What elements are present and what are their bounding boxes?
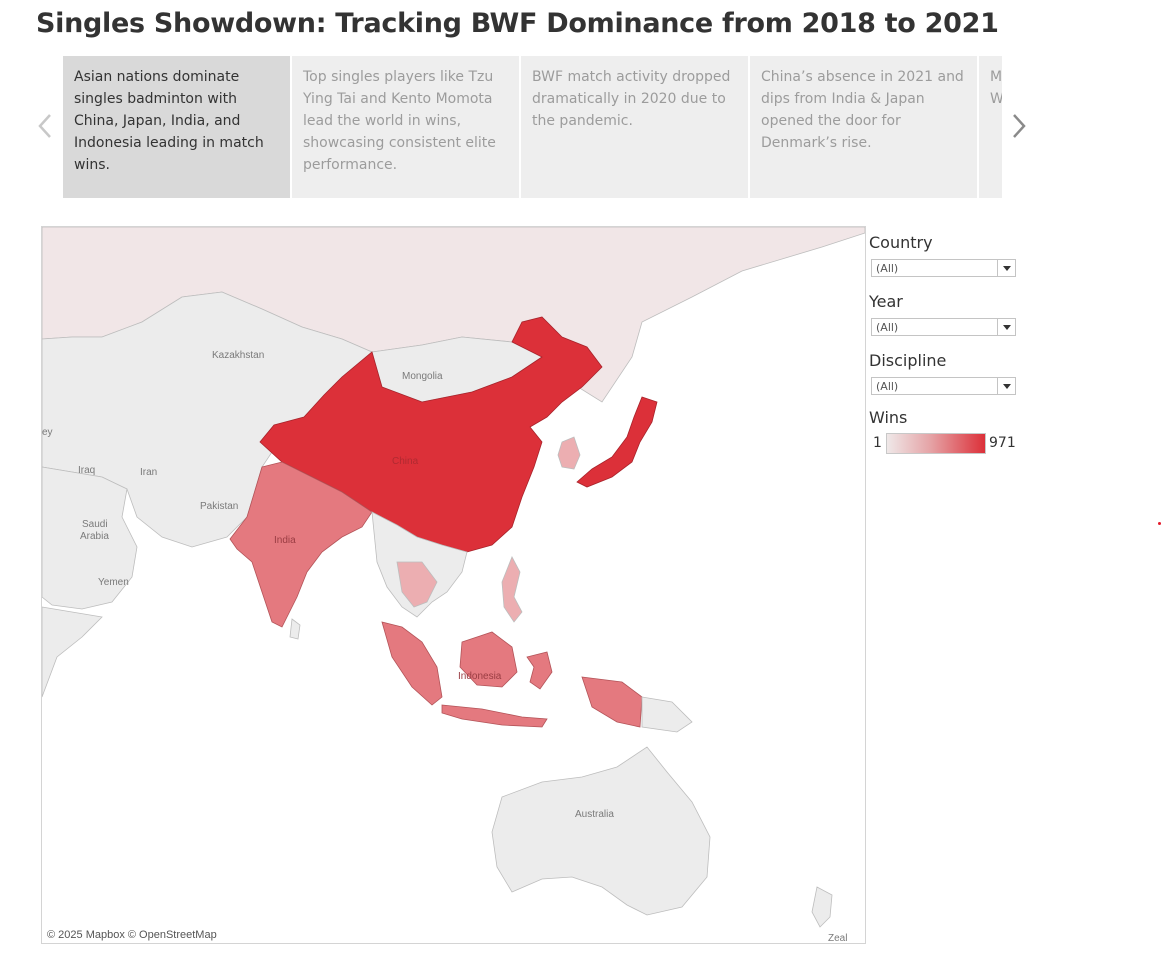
map-attribution[interactable]: © 2025 Mapbox © OpenStreetMap	[47, 929, 217, 941]
chevron-right-icon	[1013, 114, 1026, 138]
year-filter-value: (All)	[876, 321, 899, 334]
region-indonesia-borneo	[459, 631, 518, 688]
map-label-australia: Australia	[575, 809, 614, 820]
story-point-text: M sl W re	[990, 69, 1002, 107]
region-africa	[42, 606, 103, 698]
discipline-filter-label: Discipline	[869, 351, 947, 370]
chevron-down-icon[interactable]	[997, 260, 1015, 276]
discipline-filter-dropdown[interactable]: (All)	[871, 377, 1016, 395]
region-philippines	[501, 556, 523, 623]
map-label-indonesia: Indonesia	[458, 671, 502, 682]
region-china	[259, 316, 603, 553]
map-label-india: India	[274, 535, 296, 546]
region-india	[229, 461, 373, 628]
region-indonesia-sulawesi	[526, 651, 553, 690]
region-south-korea	[557, 436, 581, 470]
wins-color-ramp	[886, 433, 986, 454]
story-point-text: BWF match activity dropped dramatically …	[532, 69, 731, 129]
map-label-mongolia: Mongolia	[402, 371, 443, 382]
choropleth-map[interactable]: Kazakhstan Mongolia China Iran Iraq Paki…	[41, 226, 866, 944]
year-filter-label: Year	[869, 292, 903, 311]
wins-legend-max: 971	[989, 435, 1016, 451]
story-point-3[interactable]: BWF match activity dropped dramatically …	[521, 56, 748, 198]
map-label-china: China	[392, 456, 419, 467]
map-label-arabia: Arabia	[80, 531, 109, 542]
wins-legend-title: Wins	[869, 408, 908, 427]
story-next-button[interactable]	[1005, 104, 1033, 148]
region-papua-new-guinea	[641, 696, 693, 733]
country-filter-label: Country	[869, 233, 933, 252]
story-point-text: China’s absence in 2021 and dips from In…	[761, 69, 964, 151]
map-label-new-zealand: Zeal	[828, 933, 847, 943]
dashboard-title: Singles Showdown: Tracking BWF Dominance…	[36, 8, 999, 39]
region-australia	[491, 746, 711, 916]
year-filter-dropdown[interactable]: (All)	[871, 318, 1016, 336]
stray-dot	[1158, 522, 1161, 525]
country-filter-value: (All)	[876, 262, 899, 275]
story-point-text: Top singles players like Tzu Ying Tai an…	[303, 69, 496, 173]
map-label-saudi: Saudi	[82, 519, 108, 530]
region-arabia	[42, 466, 138, 610]
region-sri-lanka	[289, 618, 301, 640]
region-thailand	[396, 561, 438, 608]
story-point-2[interactable]: Top singles players like Tzu Ying Tai an…	[292, 56, 519, 198]
map-canvas: Kazakhstan Mongolia China Iran Iraq Paki…	[42, 227, 865, 943]
story-points-strip: Asian nations dominate singles badminton…	[63, 56, 1002, 198]
map-label-pakistan: Pakistan	[200, 501, 238, 512]
story-prev-button[interactable]	[31, 104, 59, 148]
map-label-iraq: Iraq	[78, 465, 95, 476]
map-label-kazakhstan: Kazakhstan	[212, 350, 264, 361]
discipline-filter-value: (All)	[876, 380, 899, 393]
region-indonesia-papua	[581, 676, 643, 728]
region-japan	[576, 396, 658, 488]
map-label-edge: ey	[42, 427, 53, 438]
country-filter-dropdown[interactable]: (All)	[871, 259, 1016, 277]
region-indonesia-java	[441, 704, 548, 728]
story-point-4[interactable]: China’s absence in 2021 and dips from In…	[750, 56, 977, 198]
story-point-1[interactable]: Asian nations dominate singles badminton…	[63, 56, 290, 198]
map-label-iran: Iran	[140, 467, 157, 478]
region-indonesia-sumatra	[381, 621, 443, 706]
chevron-left-icon	[38, 114, 51, 138]
story-point-text: Asian nations dominate singles badminton…	[74, 69, 264, 173]
chevron-down-icon[interactable]	[997, 319, 1015, 335]
wins-legend-min: 1	[873, 435, 882, 451]
region-new-zealand	[811, 886, 833, 928]
story-point-5[interactable]: M sl W re	[979, 56, 1002, 198]
chevron-down-icon[interactable]	[997, 378, 1015, 394]
map-label-yemen: Yemen	[98, 577, 129, 588]
